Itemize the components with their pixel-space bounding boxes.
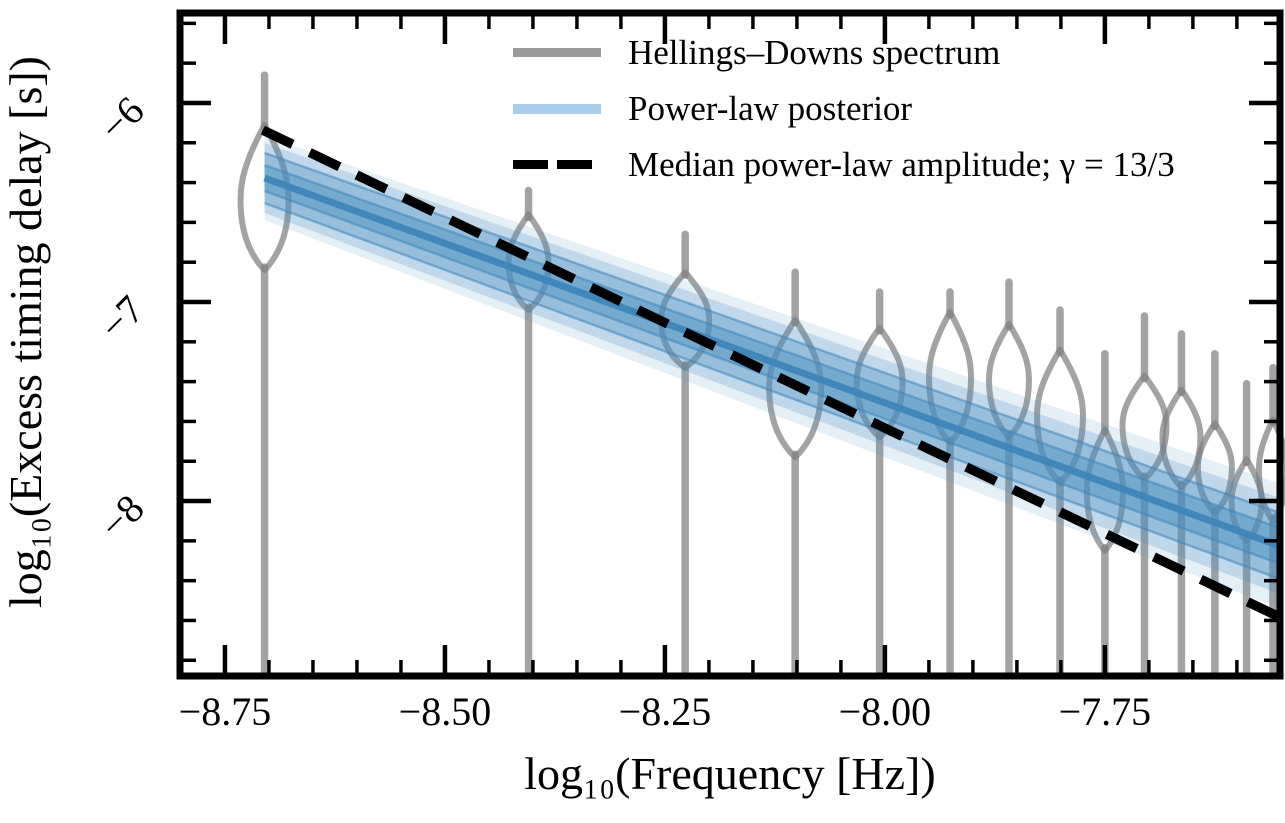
violin-body	[766, 316, 825, 461]
x-tick-label: −8.50	[398, 689, 492, 734]
violin-body	[1159, 386, 1204, 491]
band-median-line	[263, 174, 1282, 550]
x-tick-label: −7.75	[1058, 689, 1152, 734]
violin-body	[853, 324, 906, 441]
band-quantile-line	[264, 189, 1281, 566]
y-axis-title: log₁₀(Excess timing delay [s])	[0, 56, 51, 608]
legend-label: Hellings–Downs spectrum	[628, 32, 1001, 72]
band-quantile-line	[264, 163, 1281, 530]
legend: Hellings–Downs spectrum Power-law poster…	[513, 30, 1175, 187]
axes-frame	[176, 9, 1284, 680]
violin-body	[237, 121, 292, 274]
legend-label: Power-law posterior	[628, 88, 913, 128]
median-dashed-line	[260, 125, 1283, 622]
legend-item-hellings-downs: Hellings–Downs spectrum	[513, 30, 1175, 75]
violin-body	[1255, 416, 1285, 524]
violin-body	[986, 320, 1032, 441]
x-tick-label: −8.00	[838, 689, 932, 734]
legend-item-median-power-law: Median power-law amplitude; γ = 13/3	[513, 142, 1175, 187]
gray-line-swatch-icon	[513, 48, 601, 57]
median-line-group	[260, 125, 1283, 622]
band-quantile-line	[264, 201, 1281, 581]
dashed-line-swatch-icon	[513, 160, 601, 169]
axis-ticks	[183, 16, 1277, 673]
band-quantile-line	[264, 151, 1281, 515]
frame-group	[176, 9, 1284, 680]
band-core	[264, 152, 1280, 580]
x-tick-label: −8.25	[618, 689, 712, 734]
legend-item-power-law-posterior: Power-law posterior	[513, 86, 1175, 131]
blue-line-swatch-icon	[513, 103, 601, 114]
x-tick-label: −8.75	[178, 689, 272, 734]
x-axis-title: log₁₀(Frequency [Hz])	[524, 748, 936, 799]
legend-label: Median power-law amplitude; γ = 13/3	[628, 144, 1175, 184]
violin-body	[1194, 420, 1235, 516]
